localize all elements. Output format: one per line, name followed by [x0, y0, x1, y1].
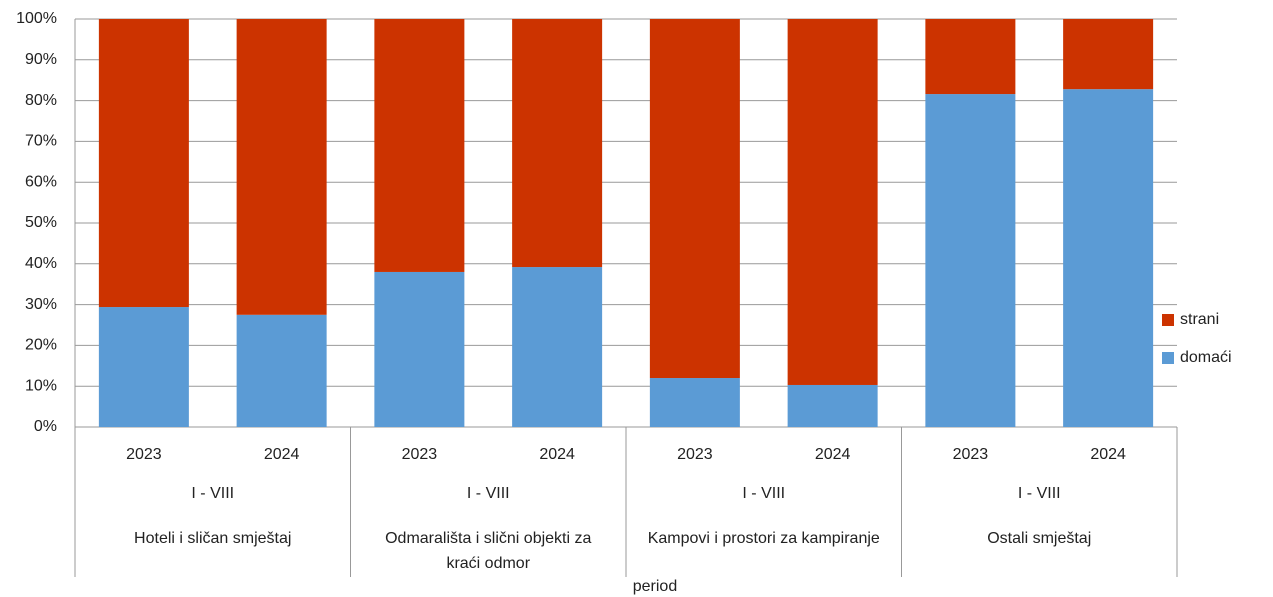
legend-swatch	[1162, 314, 1174, 326]
bar-segment	[374, 271, 465, 427]
bar-segment	[649, 378, 740, 427]
legend-swatch	[1162, 352, 1174, 364]
y-tick-label: 40%	[25, 255, 57, 272]
y-tick-label: 100%	[16, 10, 57, 27]
bar-segment	[787, 384, 878, 427]
x-tick-label: 2023	[402, 446, 438, 463]
y-tick-label: 70%	[25, 133, 57, 150]
x-tick-label: 2024	[264, 446, 300, 463]
x-tick-label: 2024	[815, 446, 851, 463]
x-tick-label: 2024	[539, 446, 575, 463]
legend-label: domaći	[1180, 349, 1232, 366]
bar-segment	[236, 314, 327, 427]
y-tick-label: 50%	[25, 214, 57, 231]
bar-segment	[787, 19, 878, 385]
legend-label: strani	[1180, 311, 1219, 328]
x-tick-label: 2023	[953, 446, 989, 463]
y-tick-label: 10%	[25, 377, 57, 394]
bar-segment	[1063, 89, 1154, 428]
bar-segment	[925, 19, 1016, 95]
bar-segment	[236, 19, 327, 315]
y-tick-label: 90%	[25, 51, 57, 68]
group-label: Kampovi i prostori za kampiranje	[647, 530, 880, 547]
bar-segment	[98, 19, 189, 308]
x-tick-label: 2023	[677, 446, 713, 463]
bar-segment	[98, 307, 189, 427]
y-tick-label: 20%	[25, 337, 57, 354]
y-tick-label: 60%	[25, 173, 57, 190]
period-label: I - VIII	[467, 485, 510, 502]
bar-segment	[1063, 19, 1154, 90]
x-tick-label: 2024	[1090, 446, 1126, 463]
bar-segment	[512, 19, 603, 268]
period-label: I - VIII	[742, 485, 785, 502]
group-label: Odmarališta i slični objekti za kraći od…	[385, 530, 592, 572]
bar-segment	[649, 19, 740, 379]
bar-segment	[512, 267, 603, 427]
y-tick-label: 0%	[34, 418, 57, 435]
group-label: Hoteli i sličan smještaj	[134, 530, 292, 547]
bar-segment	[925, 94, 1016, 428]
x-tick-label: 2023	[126, 446, 162, 463]
x-axis-label: period	[633, 578, 677, 595]
y-tick-label: 30%	[25, 296, 57, 313]
y-tick-label: 80%	[25, 92, 57, 109]
group-label: Ostali smještaj	[987, 530, 1092, 547]
bar-segment	[374, 19, 465, 272]
period-label: I - VIII	[191, 485, 234, 502]
period-label: I - VIII	[1018, 485, 1061, 502]
